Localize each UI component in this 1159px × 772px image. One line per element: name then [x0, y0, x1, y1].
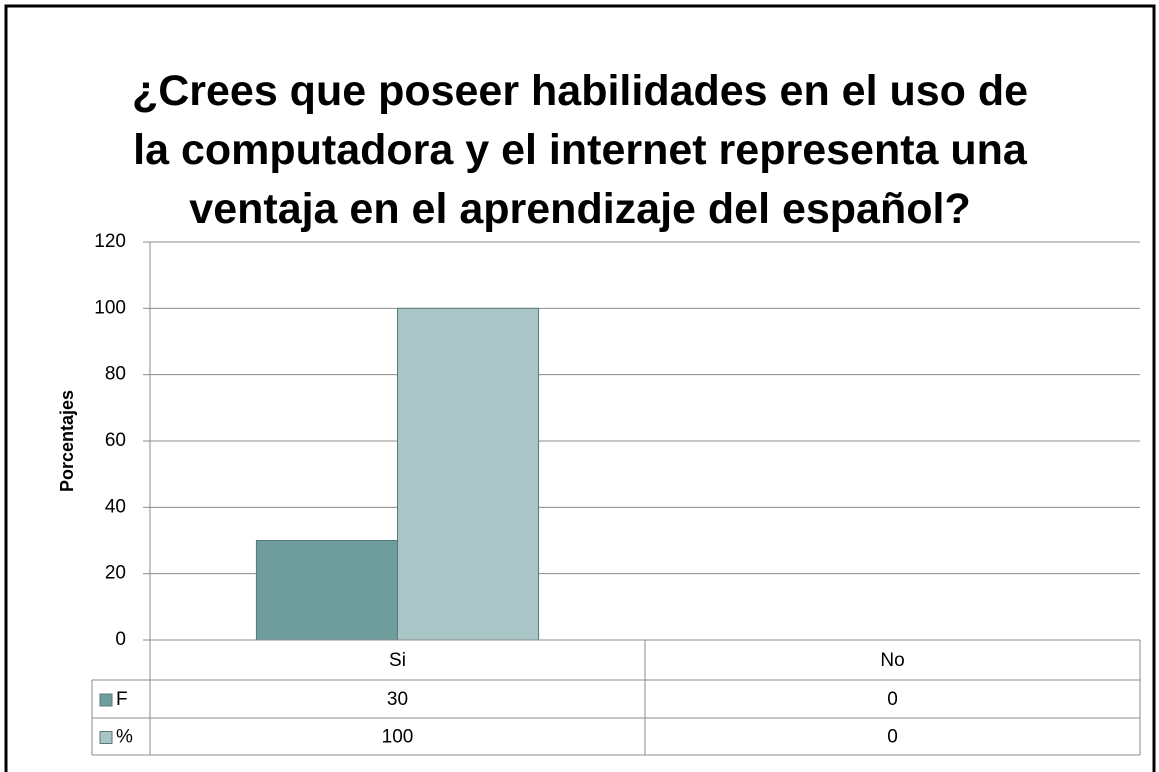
y-tick-label: 40	[105, 496, 126, 517]
y-tick-label: 20	[105, 563, 126, 584]
bar	[397, 307, 540, 641]
table-value: 0	[887, 727, 898, 748]
y-axis-label: Porcentajes	[57, 390, 77, 492]
table-value: 0	[887, 689, 898, 710]
chart-title: ¿Crees que poseer habilidades en el uso …	[131, 67, 1029, 233]
y-tick-label: 120	[94, 231, 126, 252]
legend-key	[99, 693, 113, 707]
x-tick-label: Si	[389, 650, 406, 671]
x-tick-label: No	[880, 650, 904, 671]
table-value: 30	[387, 689, 408, 710]
y-tick-label: 60	[105, 430, 126, 451]
frame-border	[4, 4, 1156, 772]
bar	[255, 540, 398, 641]
y-tick-label: 80	[105, 364, 126, 385]
y-tick-label: 100	[94, 297, 126, 318]
legend-key	[99, 731, 113, 744]
table-value: 100	[382, 727, 414, 748]
legend-label: %	[116, 727, 133, 748]
legend-label: F	[116, 689, 128, 710]
y-tick-label: 0	[115, 629, 126, 650]
